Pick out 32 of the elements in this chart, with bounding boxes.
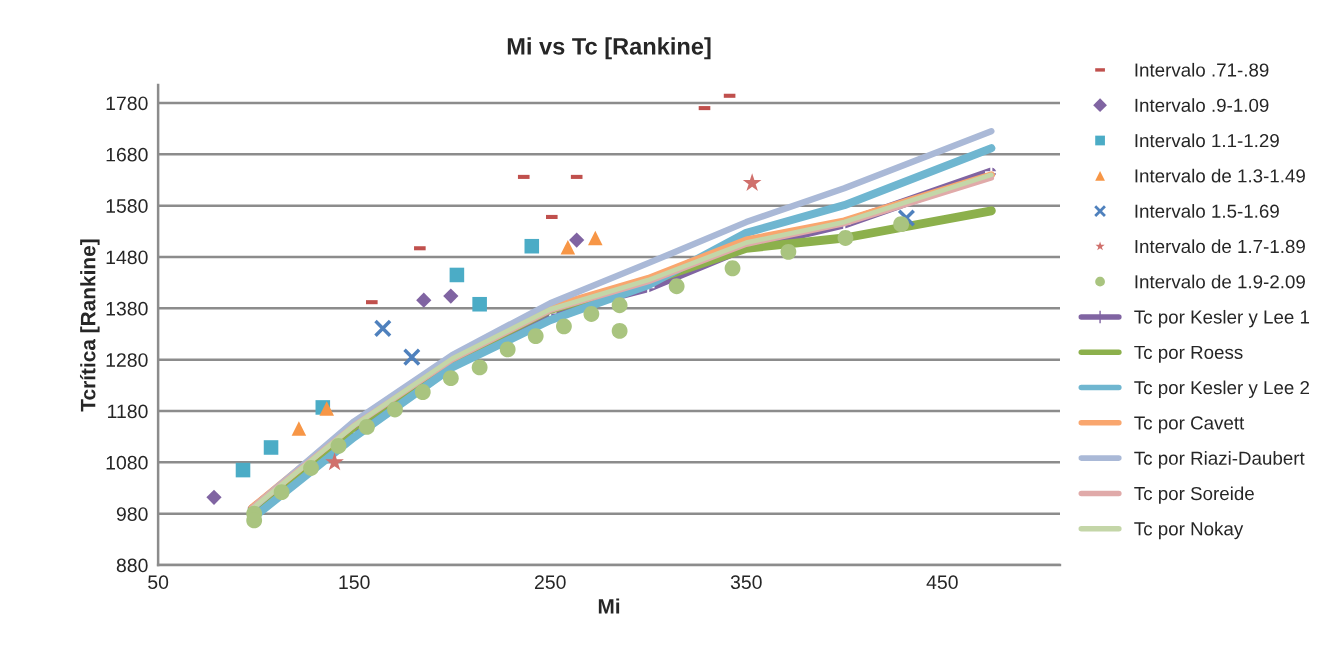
y-tick-label: 1080: [106, 455, 148, 470]
y-tick-label: 880: [116, 558, 148, 573]
legend-label: Tc por Cavett: [1134, 416, 1245, 434]
legend-label: Tc por Roess: [1134, 345, 1243, 363]
y-tick-label: 980: [116, 507, 148, 521]
legend-label: Tc por Riazi-Daubert: [1134, 451, 1305, 469]
y-tick-label: 1580: [106, 199, 148, 213]
chart-title: Mi vs Tc [Rankine]: [507, 37, 711, 60]
y-tick-label: 1180: [108, 404, 148, 419]
legend-label: Tc por Soreide: [1134, 486, 1254, 504]
y-tick-label: 1480: [106, 250, 148, 265]
legend-label: Intervalo 1.1-1.29: [1135, 133, 1279, 148]
x-axis-title: Mi: [598, 598, 620, 614]
x-tick-label: 450: [926, 575, 958, 590]
y-axis-title: Tcrítica [Rankine]: [79, 239, 100, 412]
y-tick-label: 1280: [106, 353, 148, 367]
legend-label: Intervalo de 1.7-1.89: [1135, 239, 1305, 254]
legend-label: Tc por Nokay: [1134, 521, 1244, 540]
legend-label: Intervalo 1.5-1.69: [1135, 204, 1279, 218]
legend-label: Intervalo .9-1.09: [1135, 98, 1269, 112]
y-tick-label: 1680: [106, 147, 148, 162]
x-tick-label: 250: [534, 575, 566, 590]
y-tick-label: 1780: [106, 96, 148, 111]
legend-label: Intervalo de 1.3-1.49: [1135, 168, 1305, 183]
x-tick-label: 150: [339, 575, 370, 590]
x-tick-label: 50: [148, 575, 169, 590]
y-tick-label: 1380: [106, 301, 148, 316]
x-tick-label: 350: [730, 575, 762, 590]
legend-label: Intervalo .71-.89: [1135, 62, 1269, 77]
legend-label: Tc por Kesler y Lee 1: [1134, 309, 1310, 328]
legend-label: Tc por Kesler y Lee 2: [1134, 380, 1309, 398]
legend-label: Intervalo de 1.9-2.09: [1135, 274, 1305, 289]
